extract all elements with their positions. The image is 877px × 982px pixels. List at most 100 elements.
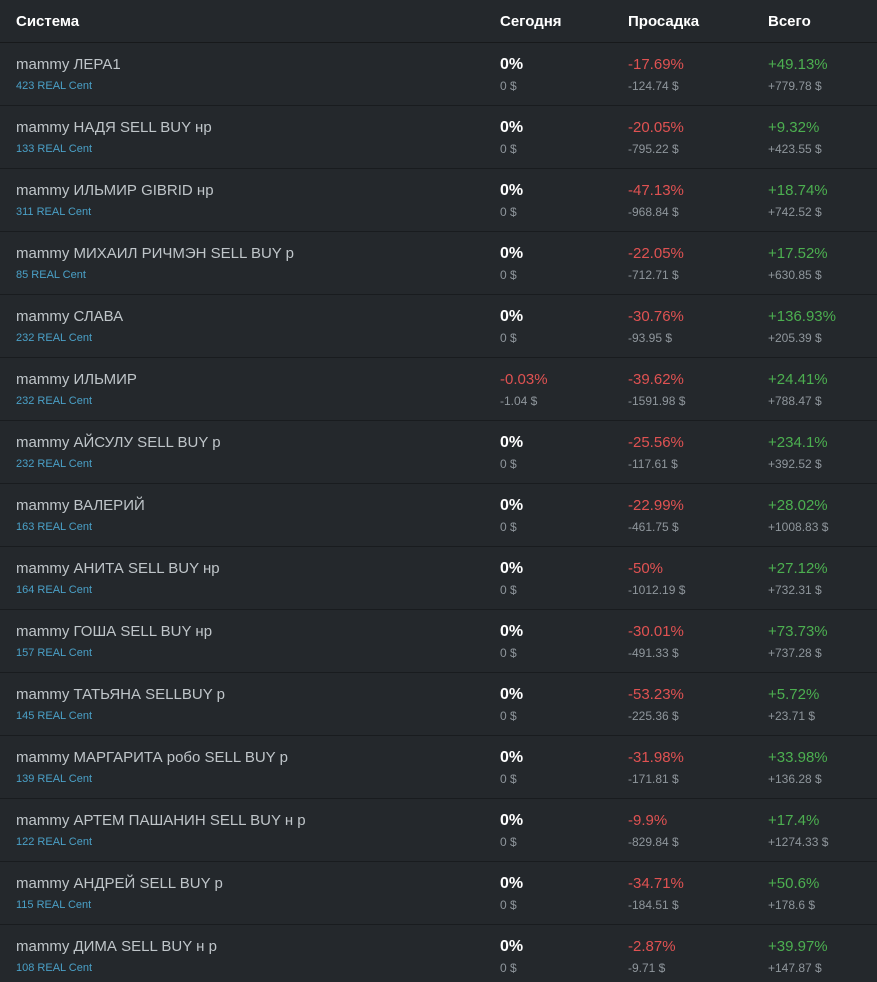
drawdown-cell: -31.98% -171.81 $ [612,749,752,786]
system-name-link[interactable]: mammy АНДРЕЙ SELL BUY р [16,875,223,892]
today-cell: 0% 0 $ [484,56,612,93]
table-row[interactable]: mammy ГОША SELL BUY нр 157 REAL Cent 0% … [0,610,877,673]
today-cell: 0% 0 $ [484,497,612,534]
table-row[interactable]: mammy ЛЕРА1 423 REAL Cent 0% 0 $ -17.69%… [0,43,877,106]
total-cell: +18.74% +742.52 $ [752,182,877,219]
account-link[interactable]: 163 REAL Cent [16,521,93,533]
drawdown-percent: -20.05% [628,118,684,136]
table-row[interactable]: mammy НАДЯ SELL BUY нр 133 REAL Cent 0% … [0,106,877,169]
total-amount: +788.47 $ [768,393,822,408]
system-cell: mammy ВАЛЕРИЙ 163 REAL Cent [0,497,484,533]
system-name-link[interactable]: mammy МАРГАРИТА робо SELL BUY р [16,749,288,766]
table-row[interactable]: mammy АЙСУЛУ SELL BUY р 232 REAL Cent 0%… [0,421,877,484]
today-amount: 0 $ [500,960,517,975]
total-percent: +5.72% [768,685,820,703]
account-link[interactable]: 232 REAL Cent [16,395,93,407]
system-name-link[interactable]: mammy ЛЕРА1 [16,56,121,73]
drawdown-amount: -712.71 $ [628,267,679,282]
account-link[interactable]: 122 REAL Cent [16,836,93,848]
table-row[interactable]: mammy ВАЛЕРИЙ 163 REAL Cent 0% 0 $ -22.9… [0,484,877,547]
system-name-link[interactable]: mammy АНИТА SELL BUY нр [16,560,220,577]
system-cell: mammy АЙСУЛУ SELL BUY р 232 REAL Cent [0,434,484,470]
drawdown-percent: -17.69% [628,55,684,73]
today-amount: 0 $ [500,78,517,93]
system-name-link[interactable]: mammy СЛАВА [16,308,124,325]
today-percent: 0% [500,559,524,577]
table-row[interactable]: mammy АРТЕМ ПАШАНИН SELL BUY н р 122 REA… [0,799,877,862]
system-name-link[interactable]: mammy ГОША SELL BUY нр [16,623,213,640]
total-percent: +39.97% [768,937,828,955]
total-cell: +28.02% +1008.83 $ [752,497,877,534]
column-header-today[interactable]: Сегодня [500,12,562,30]
account-link[interactable]: 133 REAL Cent [16,143,93,155]
today-cell: 0% 0 $ [484,686,612,723]
drawdown-amount: -93.95 $ [628,330,673,345]
account-link[interactable]: 85 REAL Cent [16,269,86,281]
system-name-link[interactable]: mammy АРТЕМ ПАШАНИН SELL BUY н р [16,812,306,829]
total-cell: +39.97% +147.87 $ [752,938,877,975]
drawdown-cell: -30.76% -93.95 $ [612,308,752,345]
account-link[interactable]: 108 REAL Cent [16,962,93,974]
account-link[interactable]: 139 REAL Cent [16,773,93,785]
column-header-total[interactable]: Всего [768,12,811,30]
table-row[interactable]: mammy МАРГАРИТА робо SELL BUY р 139 REAL… [0,736,877,799]
today-percent: 0% [500,244,524,262]
today-amount: 0 $ [500,141,517,156]
system-name-link[interactable]: mammy НАДЯ SELL BUY нр [16,119,212,136]
drawdown-amount: -461.75 $ [628,519,679,534]
total-percent: +28.02% [768,496,828,514]
drawdown-amount: -225.36 $ [628,708,679,723]
table-row[interactable]: mammy СЛАВА 232 REAL Cent 0% 0 $ -30.76%… [0,295,877,358]
total-percent: +27.12% [768,559,828,577]
today-amount: 0 $ [500,771,517,786]
total-cell: +50.6% +178.6 $ [752,875,877,912]
account-link[interactable]: 115 REAL Cent [16,899,92,911]
today-amount: 0 $ [500,456,517,471]
total-amount: +732.31 $ [768,582,822,597]
table-row[interactable]: mammy МИХАИЛ РИЧМЭН SELL BUY р 85 REAL C… [0,232,877,295]
system-name-link[interactable]: mammy ИЛЬМИР GIBRID нр [16,182,214,199]
table-row[interactable]: mammy ИЛЬМИР 232 REAL Cent -0.03% -1.04 … [0,358,877,421]
total-amount: +147.87 $ [768,960,822,975]
drawdown-amount: -829.84 $ [628,834,679,849]
account-link[interactable]: 145 REAL Cent [16,710,93,722]
table-row[interactable]: mammy АНДРЕЙ SELL BUY р 115 REAL Cent 0%… [0,862,877,925]
drawdown-percent: -53.23% [628,685,684,703]
table-row[interactable]: mammy ТАТЬЯНА SELLBUY р 145 REAL Cent 0%… [0,673,877,736]
today-amount: 0 $ [500,267,517,282]
total-cell: +136.93% +205.39 $ [752,308,877,345]
today-amount: 0 $ [500,330,517,345]
total-percent: +50.6% [768,874,820,892]
account-link[interactable]: 232 REAL Cent [16,458,93,470]
account-link[interactable]: 157 REAL Cent [16,647,93,659]
today-cell: 0% 0 $ [484,119,612,156]
account-link[interactable]: 164 REAL Cent [16,584,93,596]
system-name-link[interactable]: mammy ИЛЬМИР [16,371,137,388]
drawdown-percent: -30.76% [628,307,684,325]
today-cell: 0% 0 $ [484,875,612,912]
system-name-link[interactable]: mammy ТАТЬЯНА SELLBUY р [16,686,225,703]
system-name-link[interactable]: mammy АЙСУЛУ SELL BUY р [16,434,221,451]
account-link[interactable]: 423 REAL Cent [16,80,93,92]
total-cell: +17.52% +630.85 $ [752,245,877,282]
today-cell: 0% 0 $ [484,938,612,975]
table-row[interactable]: mammy АНИТА SELL BUY нр 164 REAL Cent 0%… [0,547,877,610]
total-amount: +630.85 $ [768,267,822,282]
system-name-link[interactable]: mammy ДИМА SELL BUY н р [16,938,217,955]
system-name-link[interactable]: mammy МИХАИЛ РИЧМЭН SELL BUY р [16,245,295,262]
table-row[interactable]: mammy ИЛЬМИР GIBRID нр 311 REAL Cent 0% … [0,169,877,232]
system-name-link[interactable]: mammy ВАЛЕРИЙ [16,497,145,514]
table-row[interactable]: mammy ДИМА SELL BUY н р 108 REAL Cent 0%… [0,925,877,982]
today-cell: 0% 0 $ [484,434,612,471]
account-link[interactable]: 311 REAL Cent [16,206,92,218]
total-percent: +136.93% [768,307,836,325]
drawdown-amount: -171.81 $ [628,771,679,786]
drawdown-percent: -34.71% [628,874,684,892]
account-link[interactable]: 232 REAL Cent [16,332,93,344]
column-header-system[interactable]: Система [16,12,80,30]
total-amount: +205.39 $ [768,330,822,345]
column-header-drawdown[interactable]: Просадка [628,12,700,30]
today-percent: 0% [500,433,524,451]
today-amount: 0 $ [500,897,517,912]
drawdown-cell: -17.69% -124.74 $ [612,56,752,93]
